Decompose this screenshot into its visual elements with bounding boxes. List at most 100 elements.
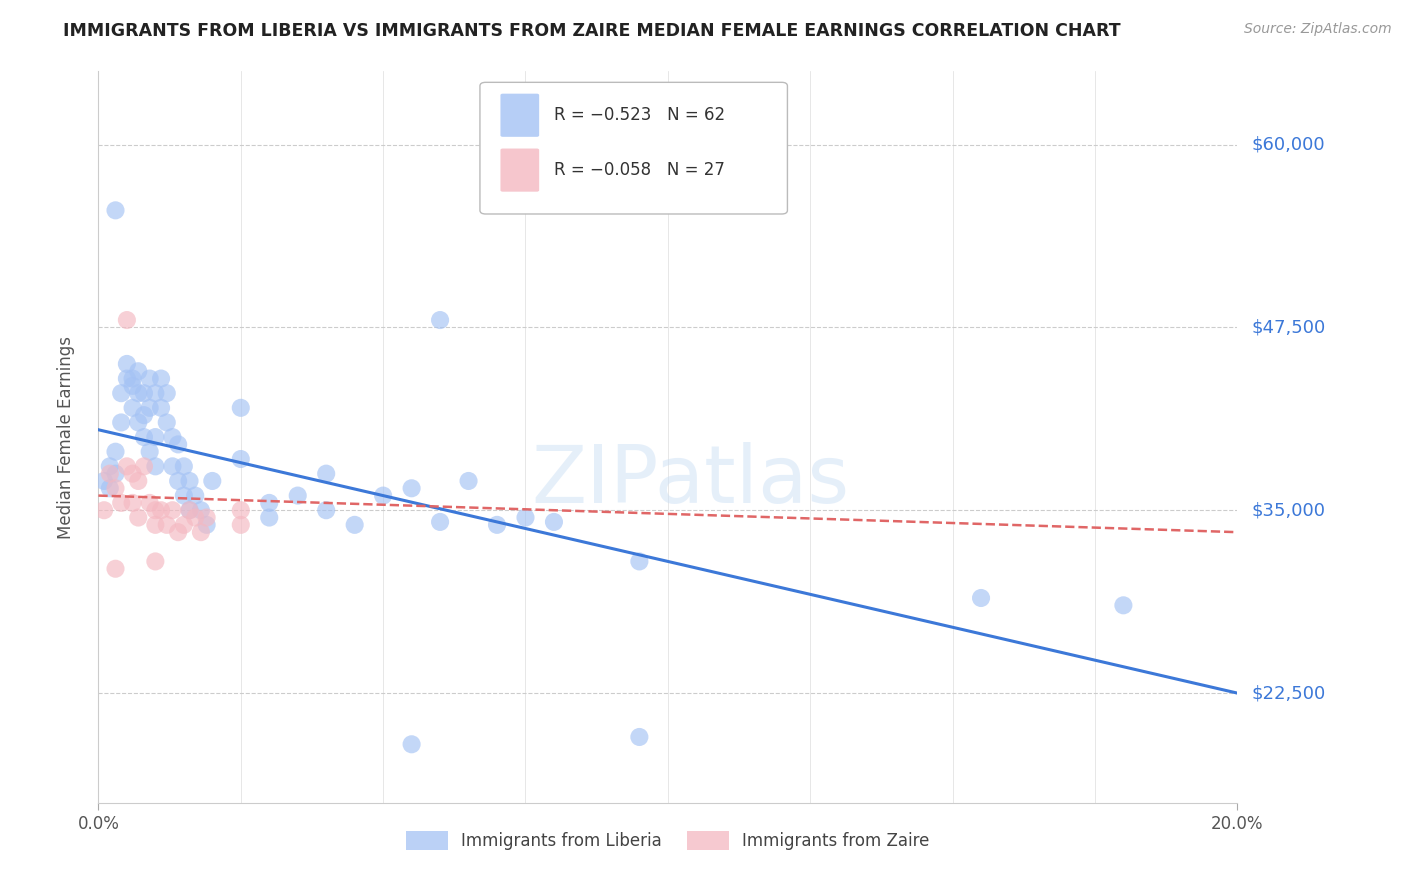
Point	[104, 444, 127, 458]
Point	[229, 401, 252, 415]
Point	[179, 474, 201, 488]
Text: R = −0.058   N = 27: R = −0.058 N = 27	[554, 161, 725, 179]
Point	[150, 371, 173, 385]
Text: $47,500: $47,500	[1251, 318, 1326, 336]
FancyBboxPatch shape	[501, 149, 538, 192]
Point	[486, 517, 509, 532]
Point	[173, 489, 195, 503]
Point	[184, 489, 207, 503]
Point	[628, 554, 651, 568]
Point	[184, 510, 207, 524]
Point	[401, 737, 423, 751]
Text: ZIPatlas: ZIPatlas	[531, 442, 849, 520]
Point	[429, 515, 451, 529]
Point	[190, 525, 212, 540]
Point	[173, 517, 195, 532]
Point	[229, 452, 252, 467]
Point	[167, 474, 190, 488]
Point	[179, 503, 201, 517]
Point	[98, 459, 121, 474]
Point	[179, 503, 201, 517]
Legend: Immigrants from Liberia, Immigrants from Zaire: Immigrants from Liberia, Immigrants from…	[399, 824, 936, 856]
Point	[127, 416, 149, 430]
Point	[156, 386, 179, 401]
Text: IMMIGRANTS FROM LIBERIA VS IMMIGRANTS FROM ZAIRE MEDIAN FEMALE EARNINGS CORRELAT: IMMIGRANTS FROM LIBERIA VS IMMIGRANTS FR…	[63, 22, 1121, 40]
Point	[162, 503, 184, 517]
Point	[115, 459, 138, 474]
Point	[110, 496, 132, 510]
Point	[115, 357, 138, 371]
FancyBboxPatch shape	[479, 82, 787, 214]
Point	[98, 467, 121, 481]
Point	[315, 503, 337, 517]
Point	[628, 730, 651, 744]
Point	[173, 459, 195, 474]
Point	[229, 503, 252, 517]
Point	[259, 510, 281, 524]
Point	[115, 313, 138, 327]
Point	[162, 430, 184, 444]
Point	[121, 496, 143, 510]
Point	[515, 510, 537, 524]
Point	[287, 489, 309, 503]
Point	[98, 481, 121, 495]
Point	[115, 371, 138, 385]
Text: $35,000: $35,000	[1251, 501, 1326, 519]
Point	[315, 467, 337, 481]
Point	[104, 467, 127, 481]
Point	[132, 386, 155, 401]
Point	[543, 515, 565, 529]
Point	[121, 401, 143, 415]
Point	[145, 554, 167, 568]
Point	[104, 481, 127, 495]
Text: Source: ZipAtlas.com: Source: ZipAtlas.com	[1244, 22, 1392, 37]
Point	[132, 430, 155, 444]
Point	[156, 416, 179, 430]
Point	[373, 489, 395, 503]
Point	[150, 401, 173, 415]
Point	[93, 474, 115, 488]
Point	[121, 467, 143, 481]
Point	[145, 459, 167, 474]
Point	[145, 386, 167, 401]
Point	[970, 591, 993, 605]
Point	[138, 371, 160, 385]
Point	[127, 510, 149, 524]
Point	[259, 496, 281, 510]
Point	[110, 386, 132, 401]
Point	[127, 474, 149, 488]
Point	[127, 364, 149, 378]
Point	[145, 503, 167, 517]
Point	[167, 437, 190, 451]
Point	[138, 496, 160, 510]
Point	[162, 459, 184, 474]
Point	[104, 203, 127, 218]
Point	[150, 503, 173, 517]
Point	[138, 401, 160, 415]
FancyBboxPatch shape	[501, 94, 538, 136]
Point	[93, 503, 115, 517]
Point	[195, 510, 218, 524]
Point	[121, 379, 143, 393]
Y-axis label: Median Female Earnings: Median Female Earnings	[56, 335, 75, 539]
Point	[429, 313, 451, 327]
Text: R = −0.523   N = 62: R = −0.523 N = 62	[554, 106, 725, 124]
Point	[401, 481, 423, 495]
Point	[201, 474, 224, 488]
Point	[167, 525, 190, 540]
Point	[127, 386, 149, 401]
Point	[121, 371, 143, 385]
Point	[457, 474, 479, 488]
Point	[132, 459, 155, 474]
Point	[190, 503, 212, 517]
Point	[145, 430, 167, 444]
Point	[229, 517, 252, 532]
Text: $22,500: $22,500	[1251, 684, 1326, 702]
Point	[343, 517, 366, 532]
Point	[110, 416, 132, 430]
Point	[156, 517, 179, 532]
Point	[138, 444, 160, 458]
Point	[1112, 599, 1135, 613]
Text: $60,000: $60,000	[1251, 136, 1324, 153]
Point	[145, 517, 167, 532]
